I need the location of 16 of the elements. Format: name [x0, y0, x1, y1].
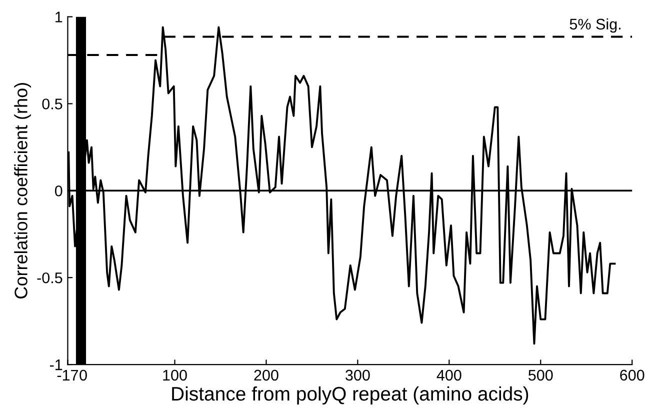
y-tick-label: 0.5 — [42, 98, 62, 110]
y-axis-title: Correlation coefficient (rho) — [14, 83, 31, 298]
x-tick-label: 500 — [528, 370, 553, 381]
y-tick-label: 1 — [56, 12, 62, 22]
x-tick-label: 0 — [80, 370, 87, 381]
x-tick-label: 200 — [254, 370, 278, 381]
x-tick-label: -17 — [57, 370, 78, 380]
y-tick-label: -1 — [50, 360, 62, 370]
x-tick-label: 600 — [620, 370, 644, 381]
annotation: 5% Sig. — [570, 18, 620, 33]
x-tick-label: 100 — [163, 370, 187, 381]
x-axis-title: Distance from polyQ repeat (amino acids) — [172, 386, 528, 405]
x-tick-label: 400 — [436, 370, 462, 381]
y-tick-label: -0.5 — [37, 272, 62, 284]
x-tick-label: 300 — [346, 370, 370, 381]
y-tick-label: 0 — [54, 186, 62, 196]
